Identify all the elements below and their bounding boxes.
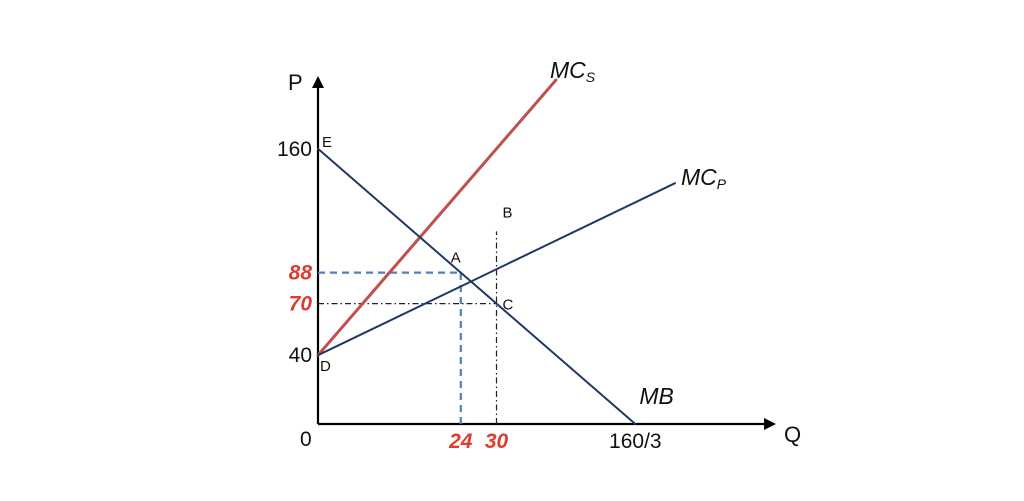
curves [316,78,676,425]
y-axis-label: P [288,70,303,95]
y-tick-label: 40 [289,344,312,367]
point-label-a: A [451,250,461,267]
x-axis-label: Q [784,422,801,447]
origin-label: 0 [300,428,312,451]
x-tick-label: 30 [485,430,509,453]
curve-mcs [316,78,558,357]
point-labels: E A B C D [320,134,514,375]
curve-labels: MCS MCP MB [550,57,727,409]
y-tick-label: 70 [289,293,313,316]
curve-mb [317,147,637,425]
point-label-d: D [320,358,331,375]
x-tick-labels: 24 30 160/3 [448,430,661,453]
y-tick-label: 160 [277,138,312,161]
point-label-e: E [322,134,332,151]
curve-label-mcp: MCP [681,164,727,192]
curve-label-mb: MB [639,383,674,409]
curve-mcp [317,182,676,357]
y-tick-labels: 160 88 70 40 [277,138,312,367]
y-tick-label: 88 [289,262,313,285]
point-label-b: B [503,204,513,221]
curve-label-mcs: MCS [550,57,596,85]
point-label-c: C [503,297,514,314]
x-tick-label: 24 [448,430,473,453]
guide-lines [318,231,498,424]
x-tick-label: 160/3 [609,430,662,453]
